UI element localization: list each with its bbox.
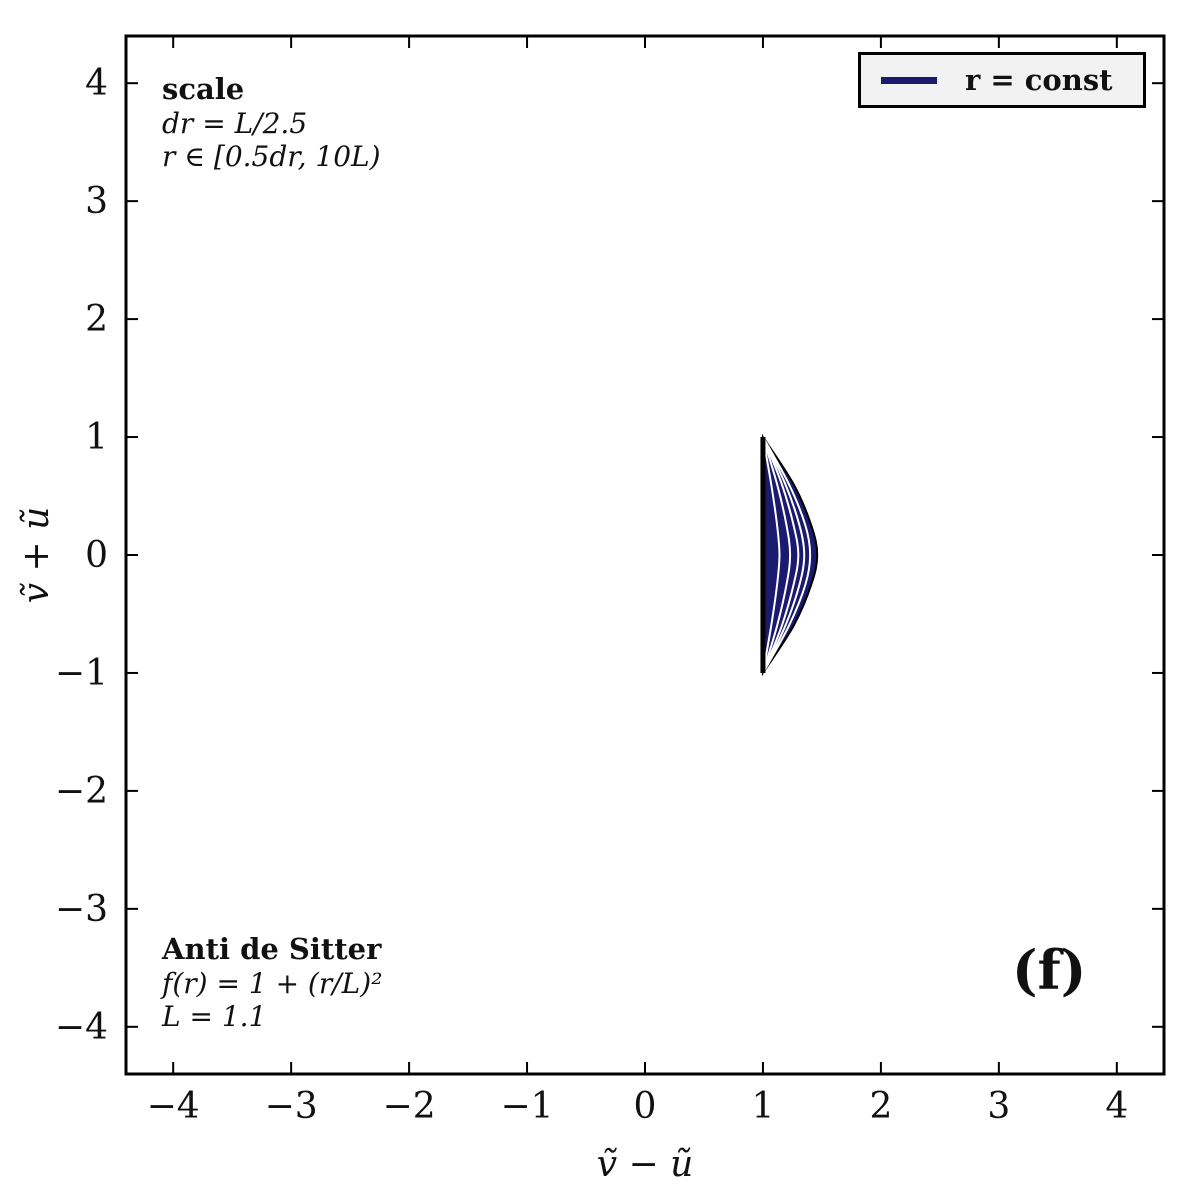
x-tick-label: 3	[987, 1086, 1010, 1127]
x-tick-label: 1	[752, 1086, 775, 1127]
x-tick-label: −3	[265, 1086, 318, 1127]
y-tick-label: 4	[85, 63, 108, 104]
y-tick-label: −3	[55, 889, 108, 930]
r-const-curve	[761, 436, 781, 674]
scale-title: scale	[162, 72, 245, 106]
y-tick-label: 2	[85, 299, 108, 340]
x-tick-label: −4	[147, 1086, 200, 1127]
legend-swatch	[881, 77, 937, 84]
model-annotation: Anti de Sitter f(r) = 1 + (r/L)² L = 1.1	[162, 932, 382, 1034]
model-line-f: f(r) = 1 + (r/L)²	[162, 966, 383, 1000]
plot-frame	[124, 34, 1166, 1076]
y-tick-label: −1	[55, 653, 108, 694]
y-axis-label: ṽ + ũ	[16, 507, 57, 604]
panel-tag: (f)	[1012, 938, 1087, 1002]
x-tick-label: 4	[1105, 1086, 1128, 1127]
scale-line-range: r ∈ [0.5dr, 10L)	[162, 140, 381, 174]
x-tick-label: −2	[383, 1086, 436, 1127]
model-title: Anti de Sitter	[162, 932, 382, 966]
r-const-curve	[762, 436, 800, 674]
r-const-curve	[762, 436, 806, 674]
y-tick-label: 1	[85, 417, 108, 458]
y-tick-label: −2	[55, 771, 108, 812]
legend-label: r = const	[965, 63, 1113, 97]
r-const-curve	[761, 436, 792, 674]
y-tick-label: −4	[55, 1007, 108, 1048]
x-axis-label: ṽ − ũ	[597, 1144, 694, 1185]
y-tick-label: 3	[85, 181, 108, 222]
r-const-curve	[762, 436, 812, 674]
scale-annotation: scale dr = L/2.5 r ∈ [0.5dr, 10L)	[162, 72, 381, 174]
x-tick-label: 2	[869, 1086, 892, 1127]
x-tick-label: 0	[634, 1086, 657, 1127]
model-line-L: L = 1.1	[162, 1000, 267, 1034]
y-tick-label: 0	[85, 535, 108, 576]
legend: r = const	[858, 52, 1146, 108]
curve-group	[760, 433, 819, 677]
x-tick-label: −1	[501, 1086, 554, 1127]
scale-line-dr: dr = L/2.5	[162, 106, 308, 140]
tick-group: −4 −3 −2 −1 0 1 2 3 4 −4 −3 −2 −1 0 1 2 3 4	[55, 36, 1164, 1127]
